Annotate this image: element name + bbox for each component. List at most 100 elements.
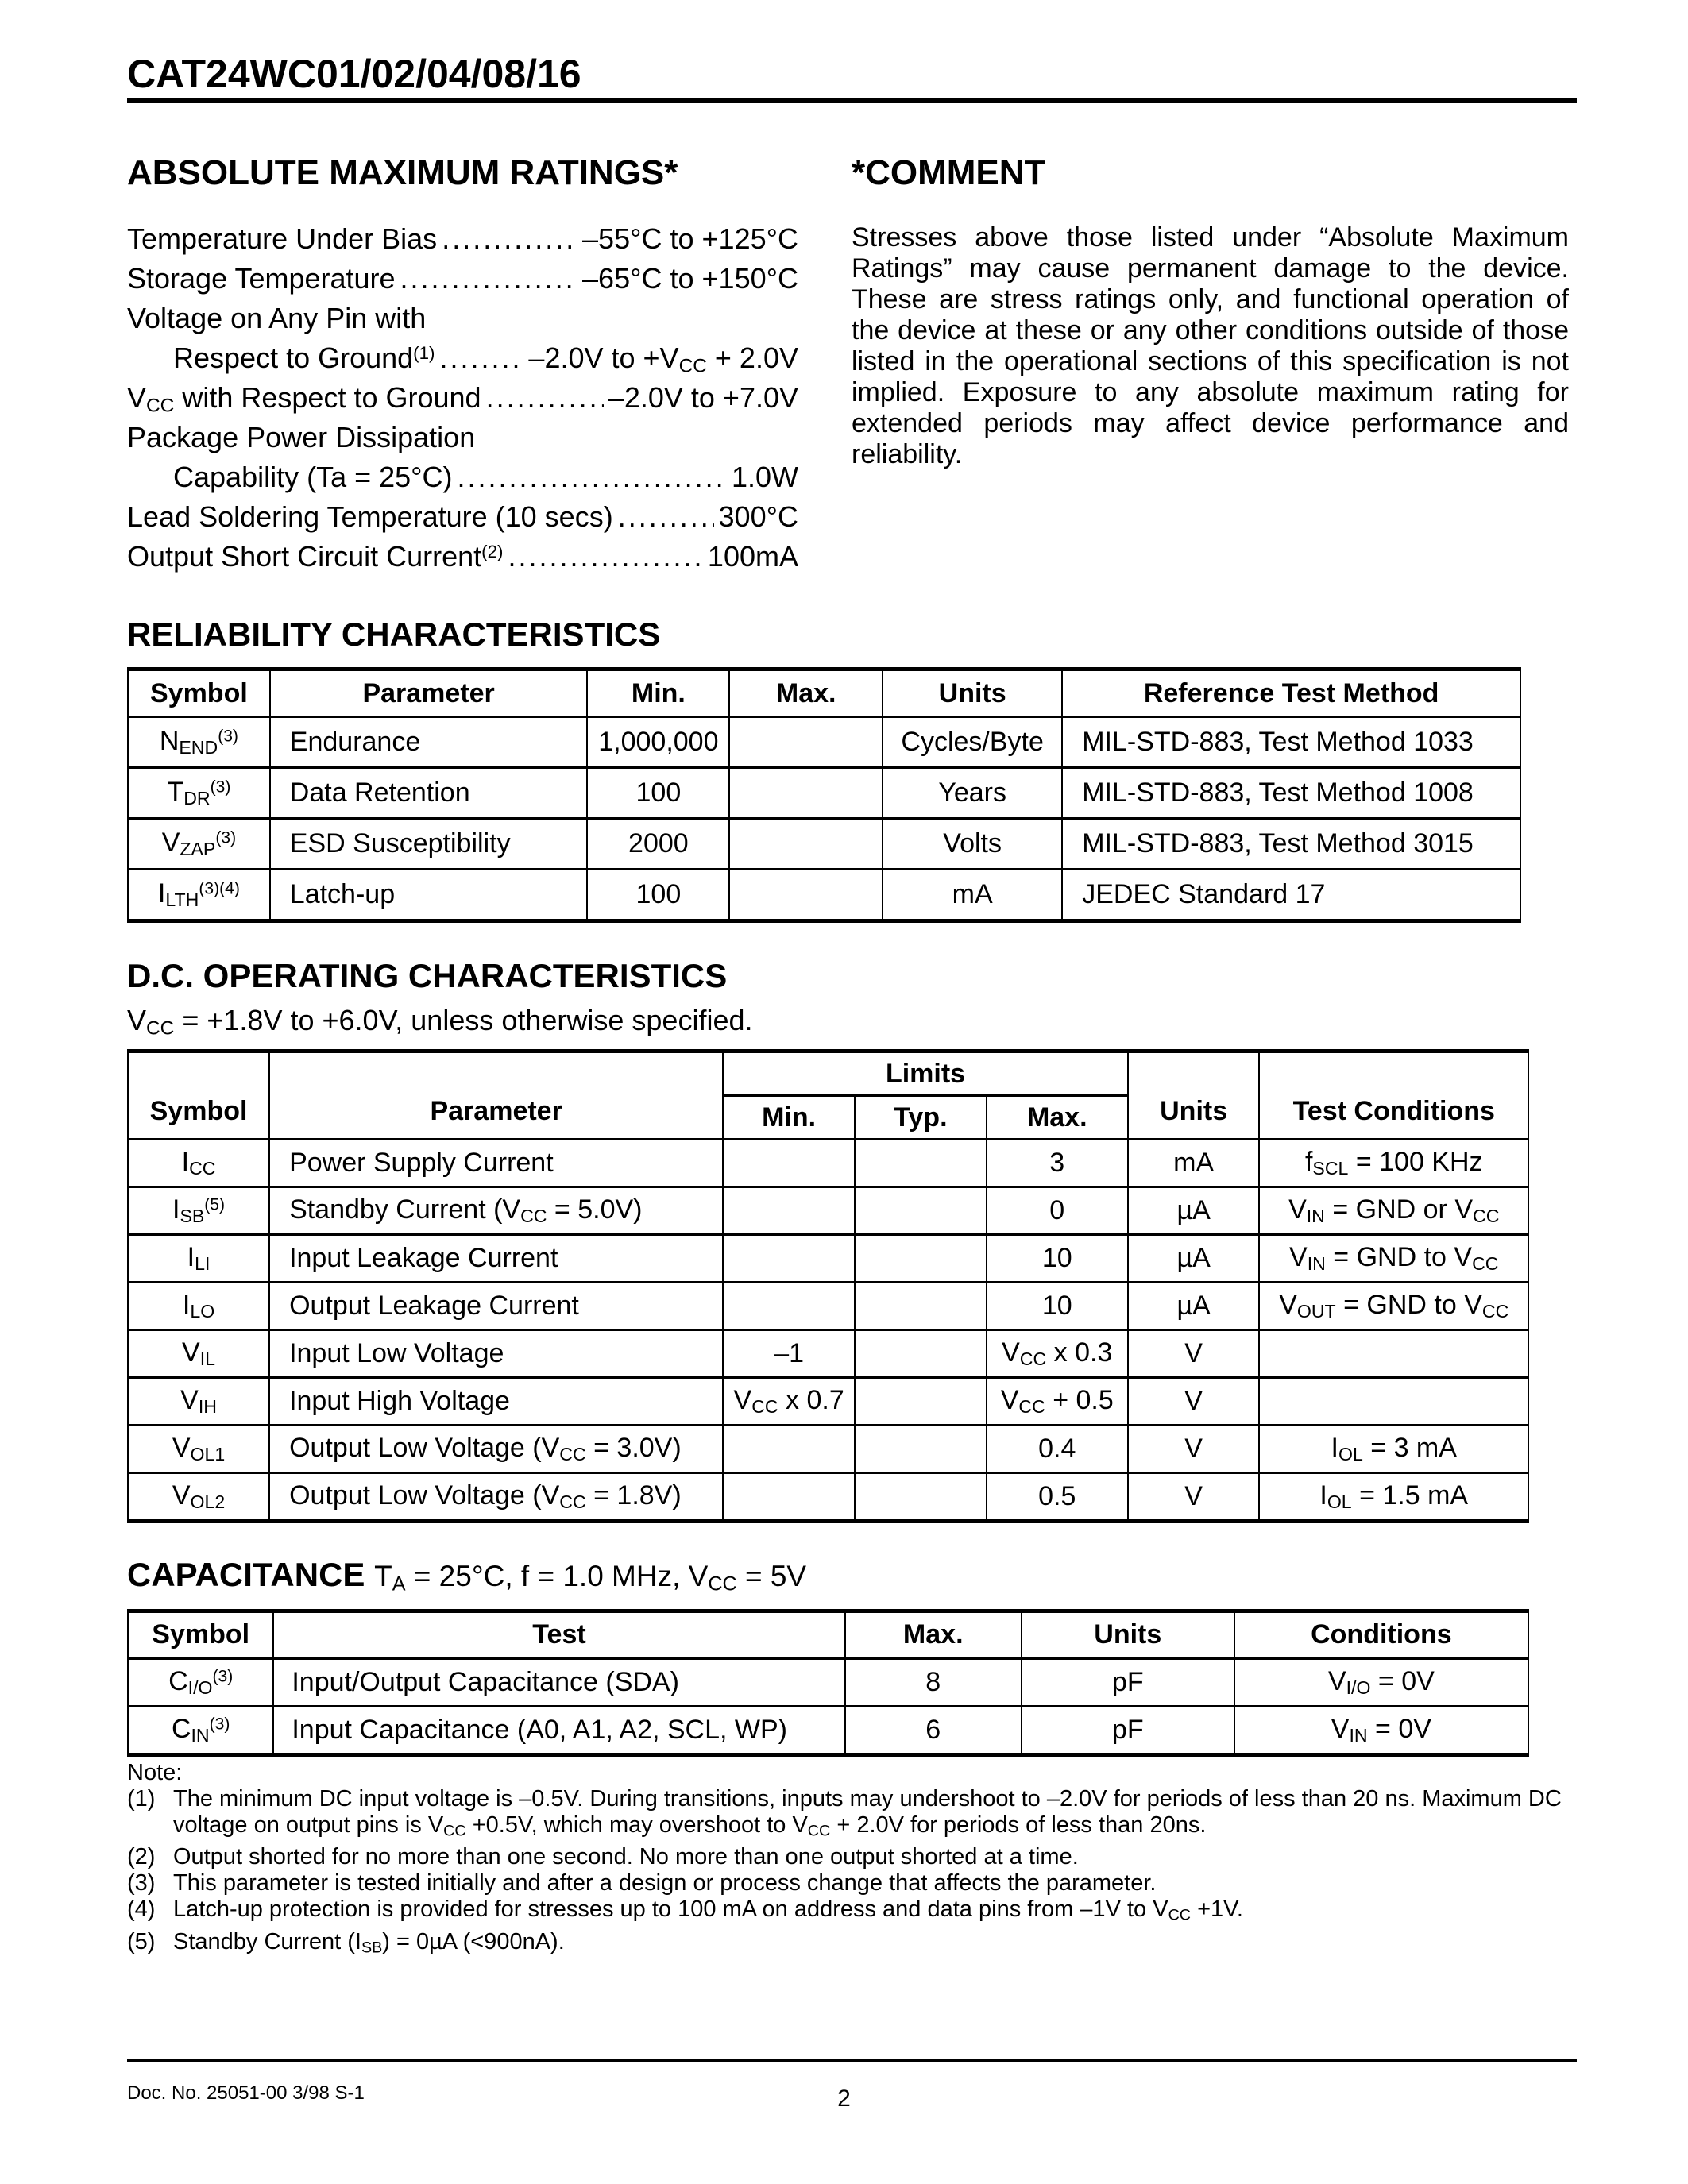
table-cell: 3	[985, 1138, 1129, 1187]
table-header-row: Symbol Parameter Min. Max. Units Reference Te…	[127, 669, 1521, 717]
rating-value: –2.0V to +VCC + 2.0V	[528, 341, 798, 377]
table-cell	[722, 1472, 856, 1522]
reliability-title: RELIABILITY CHARACTERISTICS	[127, 615, 661, 653]
note-number: (3)	[127, 1870, 156, 1897]
table-cell: MIL-STD-883, Test Method 3015	[1061, 817, 1521, 870]
table-cell: Cycles/Byte	[882, 716, 1064, 768]
column-header-test-conditions: Test Conditions	[1258, 1051, 1529, 1140]
rating-line: Voltage on Any Pin with	[127, 302, 798, 341]
table-cell: VIN = GND or VCC	[1258, 1186, 1529, 1235]
doc-title: CAT24WC01/02/04/08/16	[127, 52, 581, 96]
table-cell: JEDEC Standard 17	[1061, 868, 1521, 921]
rating-line: Temperature Under Bias –55°C to +125°C	[127, 222, 798, 262]
table-subheader-row: Min. Typ. Max.	[128, 1094, 1528, 1140]
table-cell	[853, 1138, 987, 1187]
section-notes: Note: (1) The minimum DC input voltage is…	[127, 1760, 1573, 1961]
dot-leader	[618, 500, 714, 534]
note-number: (1)	[127, 1786, 156, 1812]
capacitance-table-head: Symbol Test Max. Units Conditions	[126, 1611, 1530, 1659]
rating-value: 100mA	[707, 540, 798, 573]
table-cell: pF	[1020, 1657, 1235, 1707]
capacitance-title: CAPACITANCE	[127, 1556, 365, 1593]
table-row: ILO Output Leakage Current 10 µA VOUT = GND …	[126, 1281, 1529, 1330]
table-row: VIL Input Low Voltage –1 VCC x 0.3 V	[126, 1329, 1529, 1378]
note-text: Standby Current (ISB) = 0µA (<900nA).	[173, 1928, 565, 1956]
table-cell	[728, 766, 884, 819]
table-cell	[853, 1281, 987, 1330]
table-cell: CI/O(3)	[126, 1657, 275, 1707]
table-cell: V	[1126, 1376, 1261, 1426]
table-cell: VOL1	[126, 1424, 271, 1473]
ratings-list: Temperature Under Bias –55°C to +125°C Sto…	[127, 222, 798, 580]
table-cell: ILO	[126, 1281, 271, 1330]
rating-label: Voltage on Any Pin with	[127, 302, 427, 334]
table-cell	[722, 1186, 856, 1235]
table-cell: 10	[985, 1233, 1129, 1283]
table-cell: Standby Current (VCC = 5.0V)	[268, 1186, 724, 1235]
rating-line: VCC with Respect to Ground –2.0V to +7.0V	[127, 381, 798, 421]
note-item: (2) Output shorted for no more than one s…	[127, 1844, 1573, 1870]
table-cell: 10	[985, 1281, 1129, 1330]
table-cell	[1258, 1376, 1529, 1426]
column-header: Symbol	[126, 1611, 275, 1659]
dc-condition: VCC = +1.8V to +6.0V, unless otherwise s…	[127, 1004, 753, 1040]
table-cell: Input High Voltage	[268, 1376, 724, 1426]
table-cell: V	[1126, 1424, 1261, 1473]
reliability-table-body: NEND(3) Endurance 1,000,000 Cycles/Byte MIL-…	[127, 716, 1521, 921]
abs-max-title: ABSOLUTE MAXIMUM RATINGS*	[127, 153, 678, 192]
table-cell: µA	[1126, 1233, 1261, 1283]
column-header: Reference Test Method	[1061, 669, 1521, 717]
table-cell: CIN(3)	[126, 1704, 275, 1755]
column-header: Test	[272, 1611, 846, 1659]
table-cell: Latch-up	[268, 868, 589, 921]
column-header: Max.	[728, 669, 884, 717]
section-capacitance: CAPACITANCE TA = 25°C, f = 1.0 MHz, VCC …	[126, 1558, 1530, 1757]
table-cell: pF	[1020, 1704, 1235, 1755]
table-cell: ILTH(3)(4)	[127, 868, 271, 921]
capacitance-table: Symbol Test Max. Units Conditions CI/O(3) Inp…	[126, 1608, 1530, 1757]
table-cell	[853, 1376, 987, 1426]
table-cell: VOL2	[126, 1472, 271, 1522]
table-cell: MIL-STD-883, Test Method 1008	[1061, 766, 1521, 819]
table-cell: NEND(3)	[127, 716, 271, 768]
table-header-row: Symbol Parameter Limits Units Test Condi…	[126, 1051, 1529, 1140]
note-item: (3) This parameter is tested initially an…	[127, 1870, 1573, 1897]
rating-line: Capability (Ta = 25°C) 1.0W	[127, 461, 798, 500]
capacitance-table-body: CI/O(3) Input/Output Capacitance (SDA) 8 pF…	[126, 1657, 1530, 1755]
rating-label: Temperature Under Bias	[127, 222, 438, 255]
dc-title: D.C. OPERATING CHARACTERISTICS	[127, 957, 728, 994]
note-text: Latch-up protection is provided for stre…	[173, 1897, 1243, 1924]
dc-table: Symbol Parameter Limits Units Test Condi…	[126, 1049, 1529, 1524]
table-cell: VZAP(3)	[127, 817, 271, 870]
table-cell: VCC x 0.7	[722, 1376, 856, 1426]
table-cell: VIH	[126, 1376, 271, 1426]
column-header: Conditions	[1233, 1611, 1530, 1659]
note-number: (2)	[127, 1844, 156, 1870]
table-cell: IOL = 3 mA	[1258, 1424, 1529, 1473]
notes-title: Note:	[127, 1760, 183, 1785]
rating-value: 1.0W	[731, 461, 798, 493]
table-cell: Endurance	[268, 716, 589, 768]
table-cell: 100	[586, 868, 731, 921]
capacitance-heading: CAPACITANCE TA = 25°C, f = 1.0 MHz, VCC …	[127, 1558, 1529, 1595]
table-cell	[722, 1138, 856, 1187]
table-cell: Data Retention	[268, 766, 589, 819]
table-cell: µA	[1126, 1281, 1261, 1330]
table-cell: 0.5	[985, 1472, 1129, 1522]
table-row: ILTH(3)(4) Latch-up 100 mA JEDEC Standard 17	[127, 868, 1521, 921]
dot-leader	[439, 341, 523, 375]
table-row: ICC Power Supply Current 3 mA fSCL = 100 KHz	[126, 1138, 1529, 1187]
table-cell: VCC x 0.3	[985, 1329, 1129, 1378]
table-cell: 1,000,000	[586, 716, 731, 768]
note-item: (4) Latch-up protection is provided for s…	[127, 1897, 1573, 1928]
dot-leader	[458, 461, 727, 494]
rating-label: Output Short Circuit Current(2)	[127, 540, 504, 573]
table-row: VOL1 Output Low Voltage (VCC = 3.0V) 0.4 V I…	[126, 1424, 1529, 1473]
column-header-parameter: Parameter	[268, 1051, 724, 1140]
column-header-typ: Typ.	[853, 1094, 987, 1140]
rating-line: Storage Temperature –65°C to +150°C	[127, 262, 798, 302]
table-row: TDR(3) Data Retention 100 Years MIL-STD-883,…	[127, 766, 1521, 819]
table-cell: Volts	[882, 817, 1064, 870]
reliability-table: Symbol Parameter Min. Max. Units Reference Te…	[127, 667, 1521, 923]
table-cell	[853, 1329, 987, 1378]
